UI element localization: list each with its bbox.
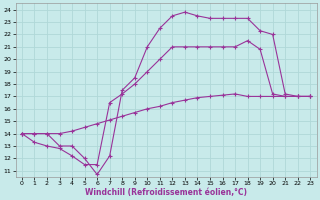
X-axis label: Windchill (Refroidissement éolien,°C): Windchill (Refroidissement éolien,°C)	[85, 188, 247, 197]
